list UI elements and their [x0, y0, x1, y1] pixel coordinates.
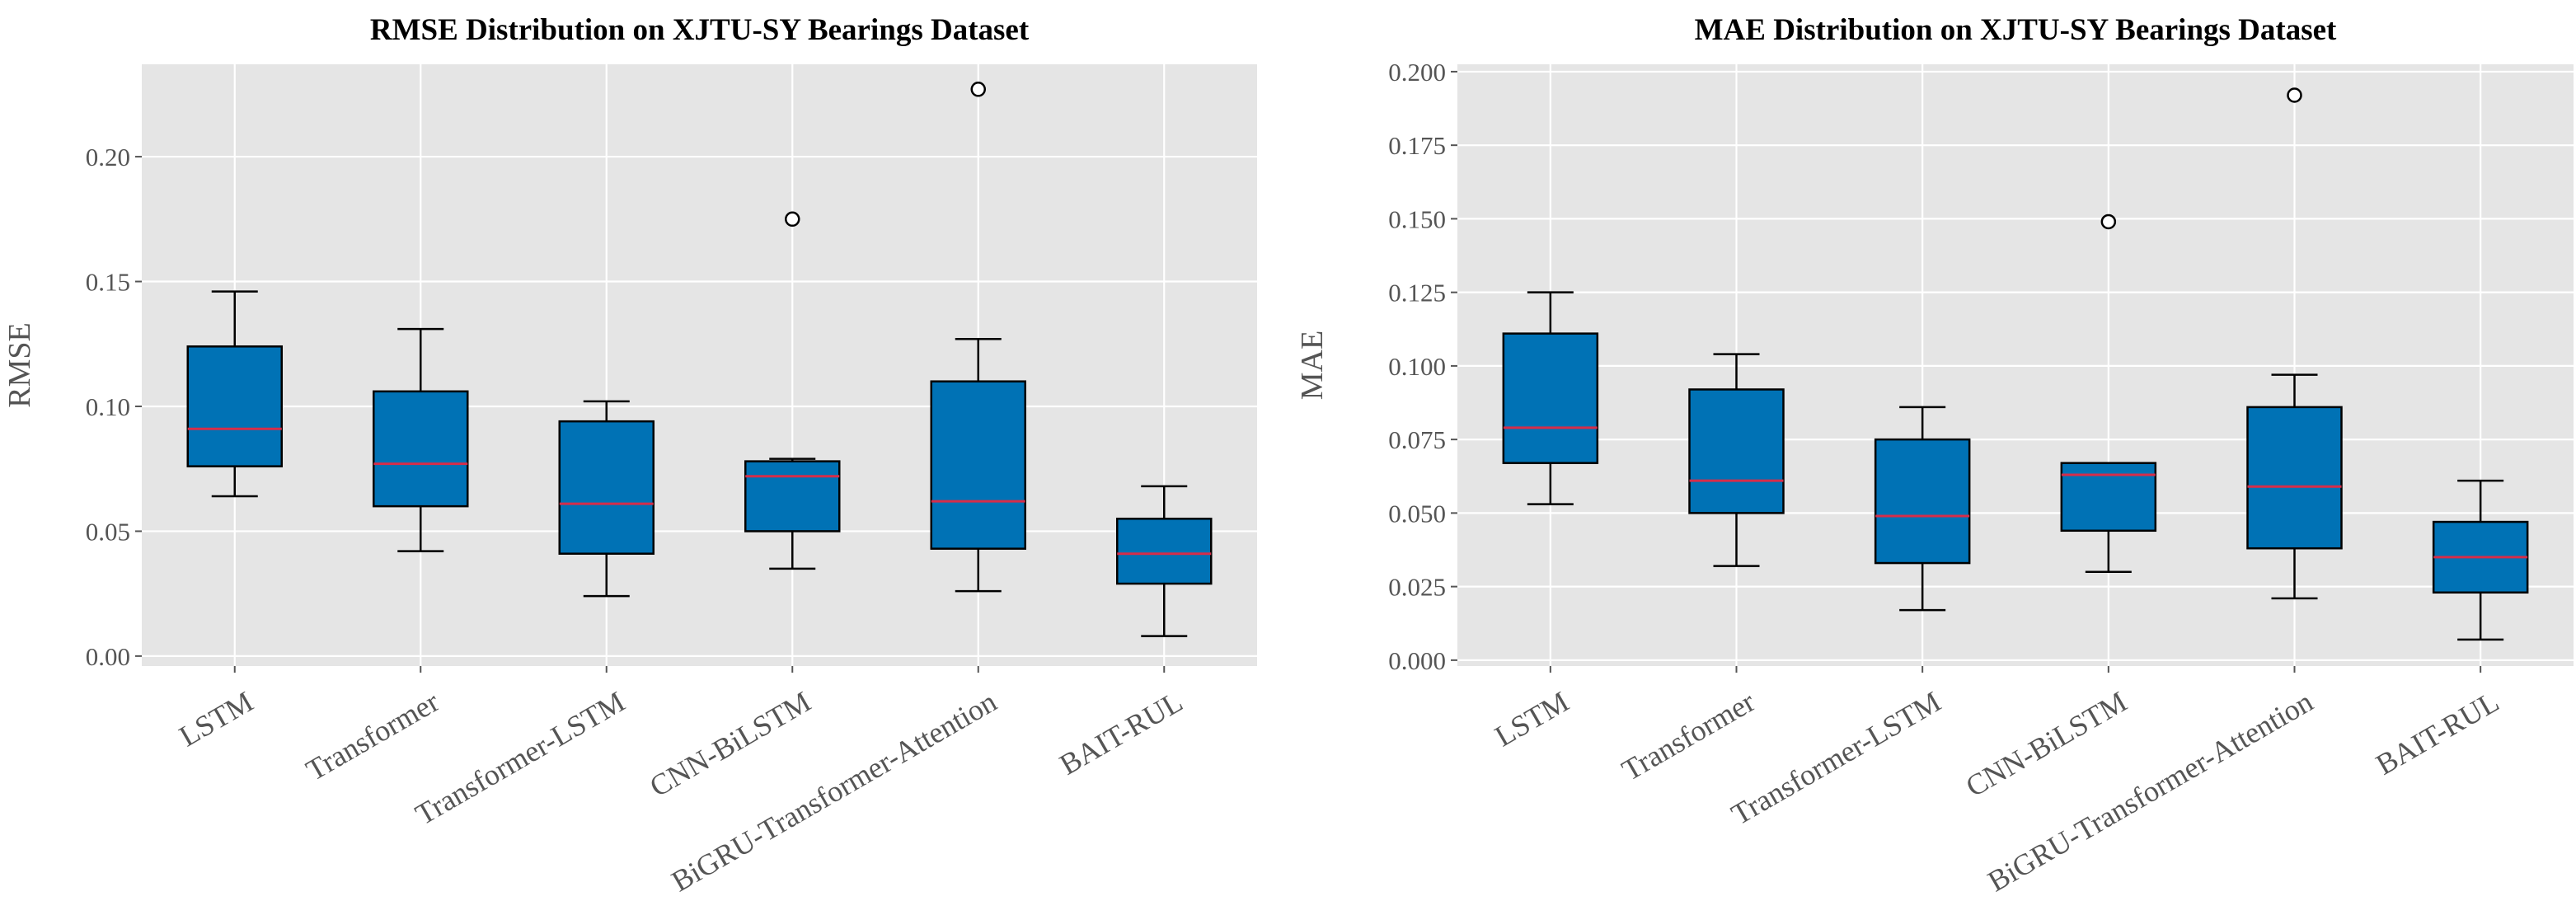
rmse-box-iqr	[186, 345, 283, 467]
rmse-category-label: BiGRU-Transformer-Attention	[666, 685, 1002, 899]
mae-box-iqr	[2246, 406, 2343, 550]
mae-box-iqr	[1502, 332, 1599, 464]
rmse-category-label: Transformer	[301, 685, 445, 787]
mae-box-iqr	[1688, 388, 1785, 514]
rmse-category-label: BAIT-RUL	[1054, 685, 1189, 781]
rmse-y-tick-label: 0.20	[86, 143, 130, 171]
rmse-y-tick-label: 0.00	[86, 642, 130, 671]
mae-outlier-point	[2287, 87, 2302, 103]
rmse-box-2	[558, 400, 655, 598]
rmse-outlier-point	[970, 82, 986, 97]
mae-category-label: BAIT-RUL	[2371, 685, 2505, 781]
mae-category-label: CNN-BiLSTM	[1960, 685, 2133, 804]
rmse-box-0	[186, 290, 283, 498]
mae-category-label: Transformer	[1616, 685, 1761, 787]
rmse-chart-title: RMSE Distribution on XJTU-SY Bearings Da…	[370, 13, 1030, 47]
mae-y-tick-label: 0.050	[1388, 499, 1446, 528]
mae-box-iqr	[1874, 438, 1971, 565]
mae-y-tick-label: 0.175	[1388, 131, 1446, 160]
mae-box-4	[2246, 87, 2343, 600]
mae-y-tick-label: 0.150	[1388, 204, 1446, 233]
rmse-outlier-point	[785, 211, 800, 228]
rmse-category-label: LSTM	[174, 685, 259, 753]
rmse-y-tick-label: 0.05	[86, 517, 130, 546]
rmse-y-axis-title: RMSE	[2, 322, 37, 407]
mae-category-label: Transformer-LSTM	[1726, 685, 1947, 832]
rmse-box-1	[373, 327, 469, 552]
mae-category-label: BiGRU-Transformer-Attention	[1982, 685, 2319, 899]
mae-box-1	[1688, 353, 1785, 567]
mae-y-tick-label: 0.200	[1388, 58, 1446, 87]
mae-box-iqr	[2060, 462, 2157, 533]
rmse-category-label: CNN-BiLSTM	[644, 685, 816, 804]
mae-y-axis-title: MAE	[1295, 331, 1330, 400]
rmse-y-tick-label: 0.15	[86, 268, 130, 297]
mae-box-2	[1874, 406, 1971, 612]
rmse-box-iqr	[558, 420, 655, 555]
mae-chart-title: MAE Distribution on XJTU-SY Bearings Dat…	[1695, 13, 2337, 47]
mae-outlier-point	[2100, 214, 2117, 230]
rmse-box-4	[930, 82, 1026, 593]
rmse-box-3	[744, 211, 841, 570]
mae-y-tick-label: 0.125	[1388, 279, 1446, 307]
rmse-plot-area	[142, 64, 1257, 666]
mae-chart: 0.000 0.025 0.050 0.075 0.100 0.125 0.150 0.175…	[1295, 13, 2574, 898]
mae-y-tick-label: 0.100	[1388, 352, 1446, 381]
rmse-category-label: Transformer-LSTM	[410, 685, 631, 832]
rmse-box-iqr	[930, 380, 1026, 550]
mae-y-tick-label: 0.025	[1388, 573, 1446, 602]
rmse-box-iqr	[1116, 518, 1213, 585]
mae-box-3	[2060, 214, 2157, 574]
rmse-y-tick-label: 0.10	[86, 392, 130, 421]
rmse-box-iqr	[744, 460, 841, 533]
mae-y-tick-label: 0.075	[1388, 425, 1446, 454]
rmse-box-5	[1116, 485, 1213, 637]
rmse-box-iqr	[373, 390, 469, 508]
mae-category-label: LSTM	[1490, 685, 1574, 753]
rmse-chart: 0.00 0.05 0.10 0.15 0.20 LSTM TransformerTrans…	[2, 13, 1257, 898]
mae-y-tick-label: 0.000	[1388, 646, 1446, 675]
mae-box-5	[2432, 479, 2529, 641]
mae-box-0	[1502, 291, 1599, 505]
